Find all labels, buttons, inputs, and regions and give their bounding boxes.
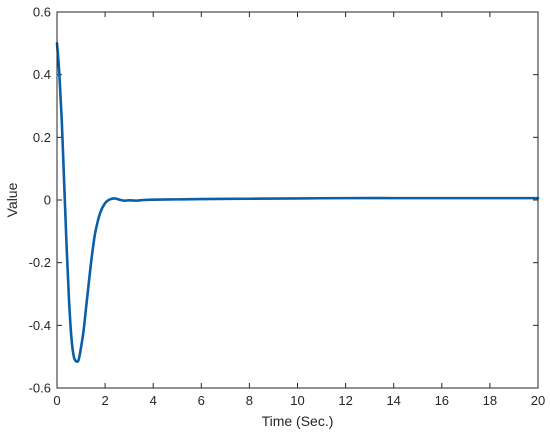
series-layer xyxy=(55,42,540,364)
y-tick-label: 0.4 xyxy=(33,67,51,82)
x-tick-label: 14 xyxy=(386,393,400,408)
x-axis-label: Time (Sec.) xyxy=(262,413,334,429)
x-tick-label: 18 xyxy=(483,393,497,408)
y-tick-label: -0.6 xyxy=(29,381,51,396)
y-tick-label: 0 xyxy=(44,193,51,208)
y-axis-label: Value xyxy=(4,182,20,217)
x-tick-label: 10 xyxy=(290,393,304,408)
x-tick-label: 0 xyxy=(53,393,60,408)
x-tick-label: 6 xyxy=(198,393,205,408)
y-tick-label: 0.2 xyxy=(33,130,51,145)
y-tick-label: 0.6 xyxy=(33,5,51,20)
x-tick-label: 2 xyxy=(101,393,108,408)
x-tick-label: 4 xyxy=(150,393,157,408)
x-tick-label: 8 xyxy=(246,393,253,408)
x-tick-label: 16 xyxy=(435,393,449,408)
x-tick-label: 20 xyxy=(531,393,545,408)
y-tick-label: -0.4 xyxy=(29,318,51,333)
series-line-0 xyxy=(55,42,540,364)
ticks-layer: 0 2 4 6 8 10 12 14 16 18 20 -0.6 -0.4 -0.2 0 0.2 0.4 0.6 xyxy=(29,5,546,409)
y-tick-label: -0.2 xyxy=(29,255,51,270)
plot-box xyxy=(56,11,539,389)
x-tick-label: 12 xyxy=(338,393,352,408)
